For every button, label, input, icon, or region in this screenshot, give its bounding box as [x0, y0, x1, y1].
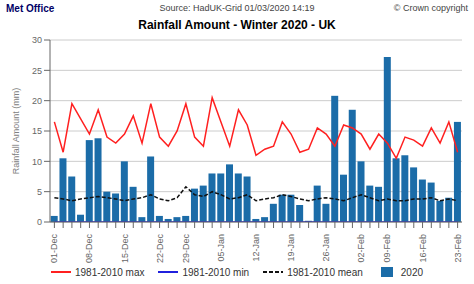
svg-text:30: 30 — [32, 35, 42, 45]
svg-text:Rainfall Amount (mm): Rainfall Amount (mm) — [11, 88, 21, 175]
svg-text:15: 15 — [32, 126, 42, 136]
svg-text:29-Dec: 29-Dec — [181, 234, 191, 264]
svg-text:09-Feb: 09-Feb — [382, 234, 392, 263]
svg-text:26-Jan: 26-Jan — [321, 234, 331, 262]
svg-text:19-Jan: 19-Jan — [286, 234, 296, 262]
html-text:1981-2010 mean: 1981-2010 mean — [287, 266, 363, 278]
svg-text:25: 25 — [32, 66, 42, 76]
svg-text:01-Dec: 01-Dec — [49, 234, 59, 264]
html-text:1981-2010 min: 1981-2010 min — [182, 266, 250, 278]
svg-text:02-Feb: 02-Feb — [356, 234, 366, 263]
html-text:1981-2010 max: 1981-2010 max — [75, 266, 145, 278]
html-text:Rainfall Amount - Winter 2020: Rainfall Amount - Winter 2020 - UK — [138, 18, 336, 32]
svg-text:5: 5 — [37, 187, 42, 197]
html-text:Met Office: Met Office — [6, 3, 55, 14]
html-text:2020: 2020 — [400, 266, 423, 278]
svg-text:12-Jan: 12-Jan — [251, 234, 261, 262]
svg-text:20: 20 — [32, 96, 42, 106]
svg-text:0: 0 — [37, 217, 42, 227]
svg-text:15-Dec: 15-Dec — [120, 234, 130, 264]
svg-text:10: 10 — [32, 157, 42, 167]
html-text:© Crown copyright: © Crown copyright — [393, 3, 468, 13]
svg-text:23-Feb: 23-Feb — [453, 234, 463, 263]
svg-text:05-Jan: 05-Jan — [216, 234, 226, 262]
svg-text:16-Feb: 16-Feb — [418, 234, 428, 263]
svg-text:08-Dec: 08-Dec — [84, 234, 94, 264]
svg-text:22-Dec: 22-Dec — [155, 234, 165, 264]
html-text:Source: HadUK-Grid 01/03/2020: Source: HadUK-Grid 01/03/2020 14:19 — [159, 3, 315, 13]
